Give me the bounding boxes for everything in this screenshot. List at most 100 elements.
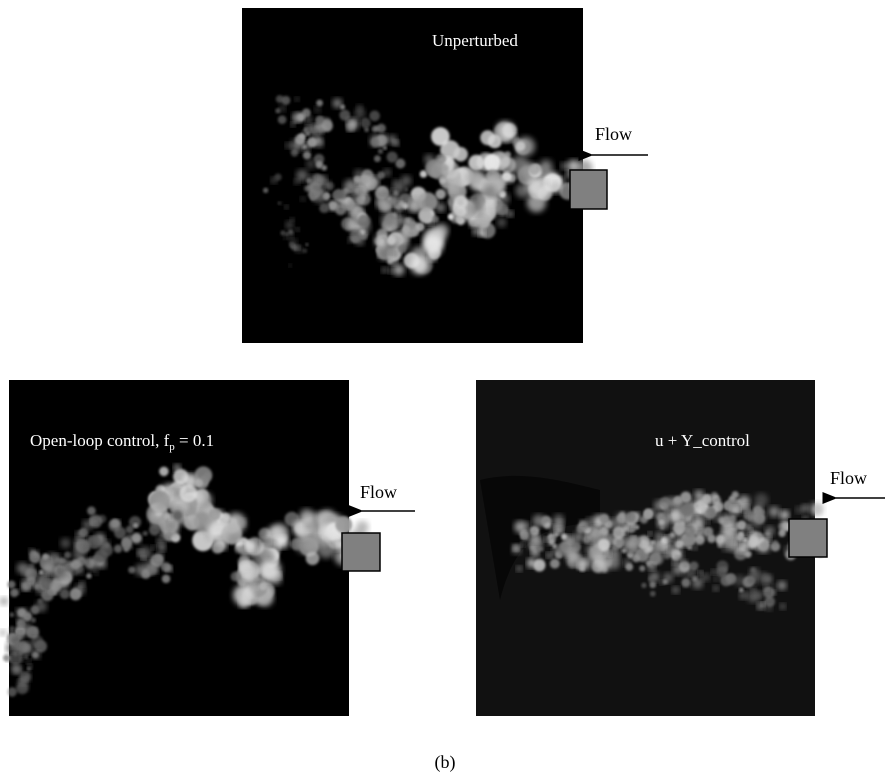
smoke-puff <box>38 598 43 603</box>
smoke-puff <box>114 545 122 553</box>
smoke-puff <box>26 568 38 580</box>
smoke-puff <box>276 536 288 548</box>
smoke-puff <box>347 118 358 129</box>
smoke-puff <box>378 238 385 245</box>
panel-closed-loop: u + Y_control Flow <box>476 380 885 716</box>
smoke-puff <box>780 603 786 609</box>
smoke-puff <box>502 123 517 138</box>
smoke-puff <box>304 185 311 192</box>
smoke-puff <box>315 116 324 125</box>
smoke-puff <box>528 164 539 175</box>
smoke-puff <box>580 521 584 525</box>
smoke-puff <box>721 514 732 525</box>
smoke-puff <box>285 143 291 149</box>
smoke-puff <box>566 549 580 563</box>
smoke-puff <box>319 203 329 213</box>
smoke-puff <box>728 539 740 551</box>
smoke-puff <box>369 111 380 122</box>
smoke-puff <box>315 161 323 169</box>
smoke-puff <box>692 517 703 528</box>
smoke-puff <box>457 200 463 206</box>
smoke-puff <box>95 549 108 562</box>
smoke-puff <box>695 535 705 545</box>
smoke-puff <box>621 548 626 553</box>
smoke-puff <box>371 174 376 179</box>
smoke-puff <box>499 157 515 173</box>
smoke-puff <box>349 230 362 243</box>
smoke-puff <box>554 532 559 537</box>
smoke-puff <box>377 171 385 179</box>
smoke-puff <box>739 592 746 599</box>
smoke-puff <box>722 523 735 536</box>
smoke-puff <box>157 537 166 546</box>
smoke-puff <box>133 523 138 528</box>
smoke-puff <box>648 532 652 536</box>
smoke-puff <box>488 198 496 206</box>
smoke-puff <box>147 565 157 575</box>
smoke-puff <box>632 554 640 562</box>
smoke-puff <box>743 538 747 542</box>
smoke-puff <box>574 532 584 542</box>
smoke-puff <box>274 173 281 180</box>
smoke-puff <box>360 118 370 128</box>
smoke-puff <box>402 225 410 233</box>
panel-label: u + Y_control <box>655 431 750 450</box>
smoke-puff <box>377 197 390 210</box>
smoke-puff <box>306 551 320 565</box>
smoke-puff <box>761 602 765 606</box>
smoke-puff <box>632 537 641 546</box>
smoke-puff <box>554 520 563 529</box>
smoke-puff <box>238 519 246 527</box>
smoke-puff <box>173 469 188 484</box>
smoke-puff <box>772 584 777 589</box>
smoke-puff <box>53 554 61 562</box>
smoke-puff <box>156 499 168 511</box>
smoke-puff <box>300 509 314 523</box>
smoke-puff <box>725 574 736 585</box>
smoke-puff <box>703 527 713 537</box>
smoke-puff <box>429 198 438 207</box>
smoke-puff <box>378 149 383 154</box>
smoke-puff <box>183 516 188 521</box>
smoke-puff <box>516 141 526 151</box>
smoke-puff <box>297 113 305 121</box>
smoke-puff <box>521 542 525 546</box>
smoke-puff <box>682 560 688 566</box>
smoke-puff <box>87 506 96 515</box>
smoke-puff <box>291 149 298 156</box>
smoke-puff <box>644 546 651 553</box>
smoke-puff <box>29 563 34 568</box>
smoke-puff <box>252 584 258 590</box>
smoke-puff <box>478 230 485 237</box>
smoke-puff <box>716 535 725 544</box>
smoke-puff <box>713 586 719 592</box>
smoke-puff <box>773 540 778 545</box>
panel-unperturbed: Unperturbed Flow <box>242 8 648 343</box>
smoke-puff <box>305 116 312 123</box>
smoke-puff <box>143 531 148 536</box>
smoke-puff <box>123 546 129 552</box>
smoke-puff <box>0 597 8 606</box>
smoke-puff <box>643 510 652 519</box>
smoke-puff <box>292 245 298 251</box>
smoke-puff <box>302 248 307 253</box>
smoke-puff <box>19 657 23 661</box>
smoke-puff <box>759 542 768 551</box>
smoke-puff <box>390 258 398 266</box>
smoke-puff <box>54 567 66 579</box>
smoke-puff <box>689 569 696 576</box>
smoke-puff <box>221 524 242 545</box>
smoke-puff <box>94 571 99 576</box>
smoke-puff <box>8 632 17 641</box>
smoke-puff <box>25 582 31 588</box>
smoke-puff <box>194 479 203 488</box>
smoke-puff <box>14 642 21 649</box>
smoke-puff <box>765 526 774 535</box>
smoke-puff <box>280 230 285 235</box>
smoke-puff <box>312 198 316 202</box>
smoke-puff <box>673 522 685 534</box>
smoke-puff <box>276 95 284 103</box>
smoke-puff <box>711 569 717 575</box>
flow-label: Flow <box>360 482 397 502</box>
cylinder <box>342 533 380 571</box>
